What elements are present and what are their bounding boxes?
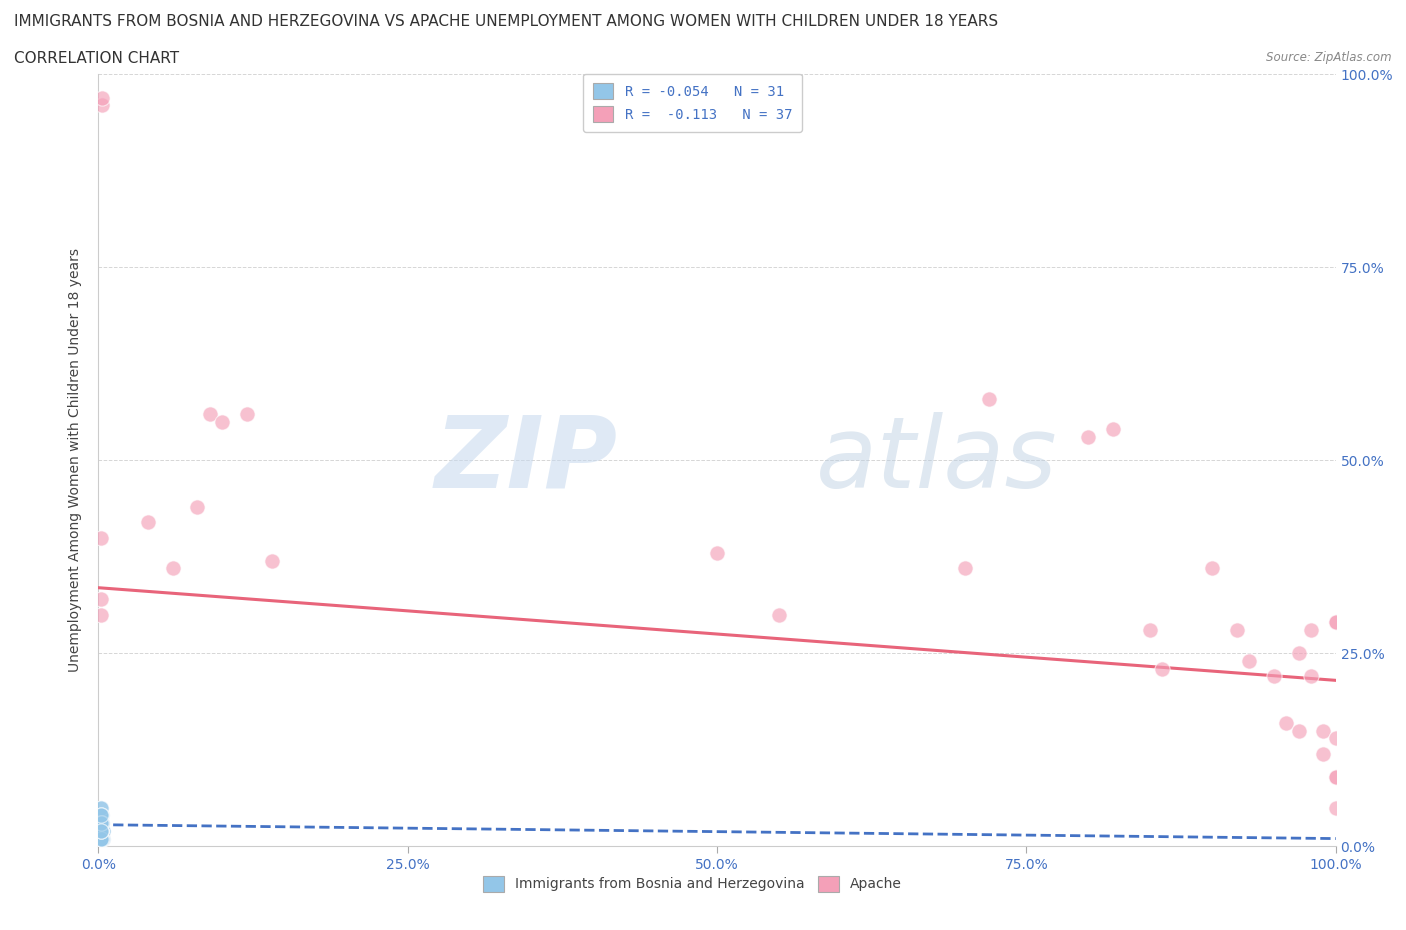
Point [1288,646,1310,661]
Point [1299,623,1322,638]
Point [90,823,112,838]
Point [211,415,233,430]
Point [90,591,112,606]
Point [90,808,112,823]
Point [1312,746,1334,761]
Point [260,553,283,568]
Point [1324,731,1347,746]
Point [1201,561,1223,576]
Point [90,816,112,830]
Point [1237,654,1260,669]
Point [1324,769,1347,784]
Point [90,823,112,838]
Point [1275,715,1298,730]
Text: atlas: atlas [815,412,1057,509]
Point [1077,430,1099,445]
Point [91,831,114,846]
Point [90,800,112,815]
Point [1152,661,1174,676]
Point [90,823,112,838]
Point [979,392,1001,406]
Point [91,816,114,830]
Point [1324,615,1347,630]
Point [90,823,112,838]
Point [1226,623,1249,638]
Point [90,823,112,838]
Point [91,90,114,105]
Point [1312,724,1334,738]
Point [91,816,114,830]
Point [93,823,115,838]
Point [90,831,112,846]
Point [1102,422,1125,437]
Point [93,823,115,838]
Point [90,831,112,846]
Point [90,816,112,830]
Point [91,98,114,113]
Point [90,607,112,622]
Point [90,808,112,823]
Point [236,406,259,421]
Text: Source: ZipAtlas.com: Source: ZipAtlas.com [1267,51,1392,64]
Point [90,831,112,846]
Point [1324,769,1347,784]
Point [1299,669,1322,684]
Point [90,816,112,830]
Point [90,823,112,838]
Point [91,808,114,823]
Point [93,831,115,846]
Point [90,816,112,830]
Point [90,530,112,545]
Point [953,561,976,576]
Point [90,808,112,823]
Point [91,831,114,846]
Point [1263,669,1285,684]
Point [90,808,112,823]
Point [1139,623,1161,638]
Point [90,800,112,815]
Text: ZIP: ZIP [434,412,619,509]
Point [768,607,790,622]
Text: CORRELATION CHART: CORRELATION CHART [14,51,179,66]
Point [162,561,184,576]
Legend: Immigrants from Bosnia and Herzegovina, Apache: Immigrants from Bosnia and Herzegovina, … [477,870,907,897]
Point [90,816,112,830]
Point [90,831,112,846]
Point [186,499,208,514]
Point [1324,615,1347,630]
Point [198,406,221,421]
Y-axis label: Unemployment Among Women with Children Under 18 years: Unemployment Among Women with Children U… [69,248,83,672]
Point [136,514,159,529]
Point [706,546,728,561]
Point [90,823,112,838]
Point [1324,800,1347,815]
Point [90,823,112,838]
Text: IMMIGRANTS FROM BOSNIA AND HERZEGOVINA VS APACHE UNEMPLOYMENT AMONG WOMEN WITH C: IMMIGRANTS FROM BOSNIA AND HERZEGOVINA V… [14,14,998,29]
Point [1288,724,1310,738]
